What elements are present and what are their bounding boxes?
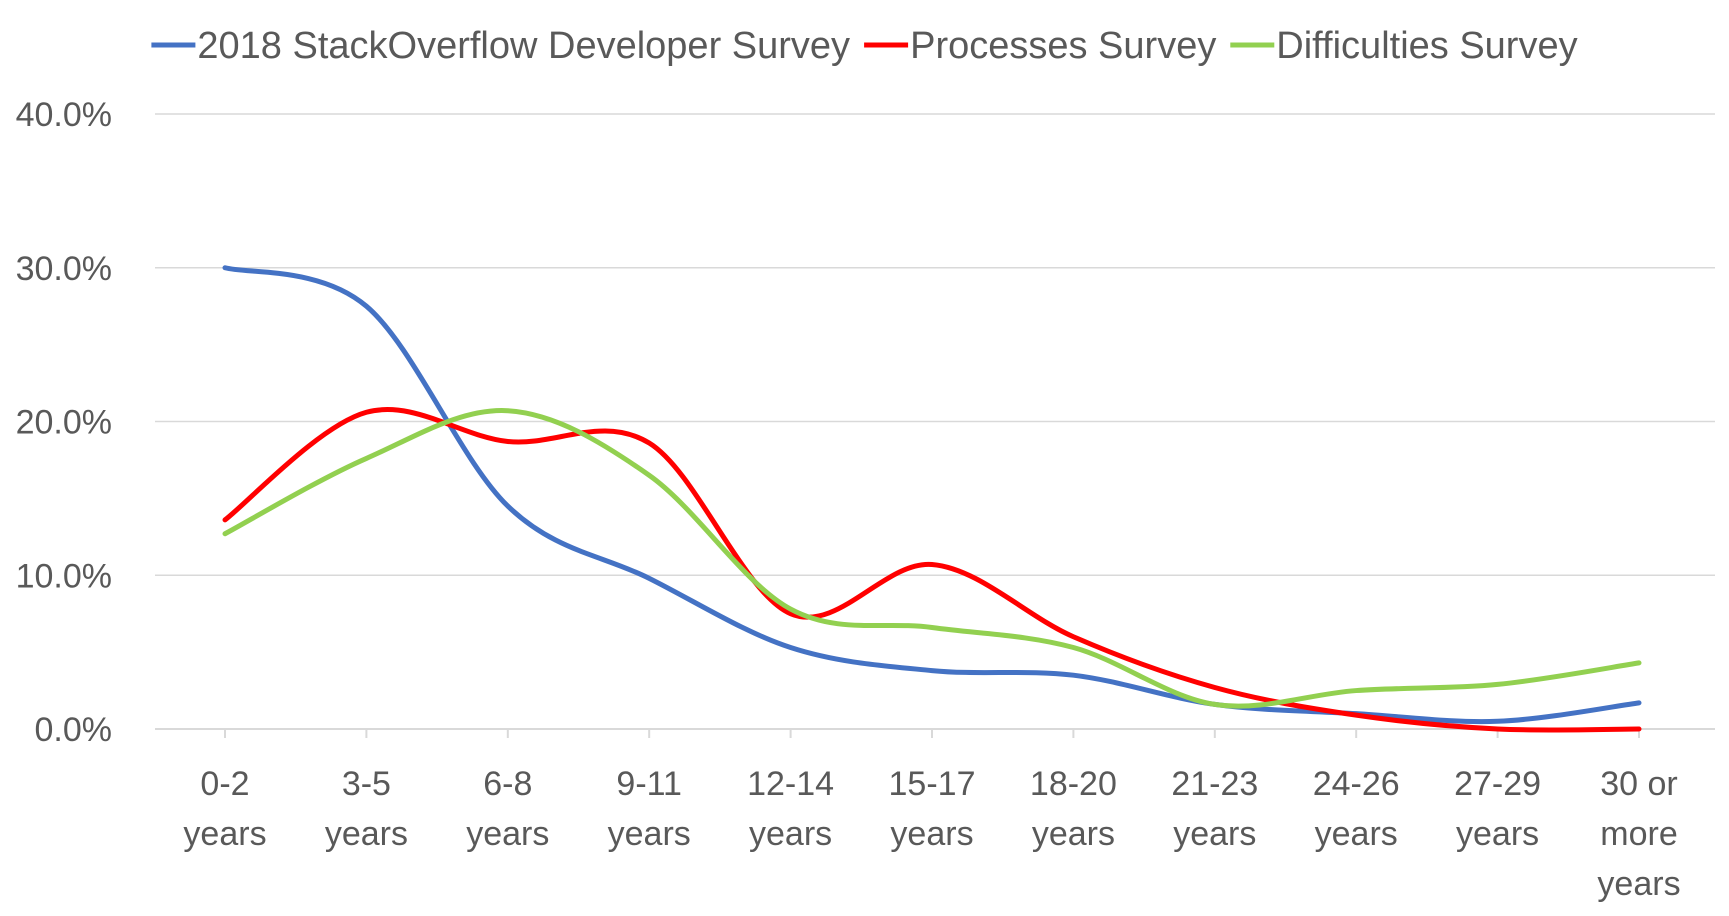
y-axis: 0.0% 10.0% 20.0% 30.0% 40.0% (16, 96, 112, 749)
x-tick-label-line: 12-14 (747, 765, 834, 803)
legend-label: Processes Survey (910, 25, 1216, 67)
x-tick-label-line: 15-17 (889, 765, 976, 803)
x-tick-label-line: 30 or (1600, 765, 1678, 803)
y-tick-label: 20.0% (16, 404, 112, 442)
data-point (1070, 645, 1076, 651)
x-tick-label: 12-14 years (747, 765, 834, 853)
x-tick-label: 21-23 years (1171, 765, 1258, 853)
data-point (1495, 681, 1501, 687)
data-point (505, 503, 511, 509)
x-axis: 0-2 years 3-5 years 6-8 years 9-11 years 12-14 ye… (183, 729, 1681, 903)
data-point (1070, 634, 1076, 640)
x-tick-label-line: years (183, 815, 266, 853)
data-point (1636, 726, 1642, 732)
gridlines (155, 113, 1715, 730)
y-tick-label: 30.0% (16, 250, 112, 288)
data-point (222, 265, 228, 271)
data-point (646, 575, 652, 581)
legend-label: Difficulties Survey (1276, 25, 1577, 67)
x-tick-label: 15-17 years (889, 765, 976, 853)
y-tick-label: 40.0% (16, 96, 112, 134)
x-tick-label-line: 0-2 (200, 765, 249, 803)
x-tick-label-line: 27-29 (1454, 765, 1541, 803)
x-tick-label: 18-20 years (1030, 765, 1117, 853)
data-point (1212, 701, 1218, 707)
x-tick-label: 27-29 years (1454, 765, 1541, 853)
x-tick-label-line: years (890, 815, 973, 853)
data-point (1495, 718, 1501, 724)
series-line-1 (222, 265, 1642, 725)
data-point (363, 409, 369, 415)
y-tick-label: 0.0% (35, 711, 113, 749)
series-line-2 (222, 407, 1642, 733)
data-point (646, 472, 652, 478)
x-tick-label-line: years (1173, 815, 1256, 853)
data-point (1495, 726, 1501, 732)
legend-item: 2018 StackOverflow Developer Survey (151, 25, 850, 67)
x-tick-label-line: 24-26 (1313, 765, 1400, 803)
data-point (1212, 684, 1218, 690)
x-tick-label-line: 21-23 (1171, 765, 1258, 803)
x-tick-label-line: years (466, 815, 549, 853)
data-point (363, 455, 369, 461)
data-point (222, 531, 228, 537)
x-tick-label-line: years (1032, 815, 1115, 853)
x-tick-label-line: years (608, 815, 691, 853)
x-tick-label: 3-5 years (325, 765, 408, 853)
series-line-3 (222, 408, 1642, 709)
data-point (1070, 672, 1076, 678)
data-point (363, 303, 369, 309)
data-point (505, 438, 511, 444)
x-tick-label-line: more (1600, 815, 1677, 853)
x-tick-label: 30 or more years (1597, 765, 1680, 903)
data-point (1353, 712, 1359, 718)
data-point (929, 561, 935, 567)
x-tick-label-line: 9-11 (616, 765, 682, 803)
x-tick-label-line: years (325, 815, 408, 853)
x-tick-label-line: 6-8 (483, 765, 532, 803)
x-tick-label: 0-2 years (183, 765, 266, 853)
data-point (929, 668, 935, 674)
legend-item: Processes Survey (864, 25, 1216, 67)
legend-label: 2018 StackOverflow Developer Survey (197, 25, 850, 67)
series-group (222, 265, 1642, 733)
data-point (1636, 700, 1642, 706)
x-tick-label-line: 18-20 (1030, 765, 1117, 803)
data-point (1353, 688, 1359, 694)
x-tick-label-line: years (749, 815, 832, 853)
legend: 2018 StackOverflow Developer Survey Proce… (151, 25, 1578, 67)
legend-item: Difficulties Survey (1230, 25, 1578, 67)
x-tick-label-line: 3-5 (342, 765, 391, 803)
y-tick-label: 10.0% (16, 557, 112, 595)
x-tick-label: 24-26 years (1313, 765, 1400, 853)
data-point (788, 606, 794, 612)
data-point (505, 408, 511, 414)
data-point (788, 645, 794, 651)
x-tick-label-line: years (1597, 865, 1680, 903)
x-tick-label-line: years (1315, 815, 1398, 853)
x-tick-label: 9-11 years (608, 765, 691, 853)
data-point (929, 625, 935, 631)
data-point (646, 440, 652, 446)
data-point (222, 517, 228, 523)
x-tick-label: 6-8 years (466, 765, 549, 853)
data-point (1636, 660, 1642, 666)
x-tick-label-line: years (1456, 815, 1539, 853)
